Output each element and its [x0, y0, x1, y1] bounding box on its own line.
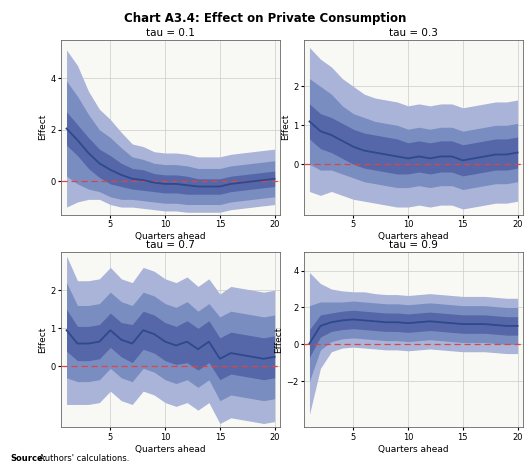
Y-axis label: Effect: Effect — [38, 326, 47, 353]
Text: Chart A3.4: Effect on Private Consumption: Chart A3.4: Effect on Private Consumptio… — [124, 12, 407, 25]
Y-axis label: Effect: Effect — [281, 114, 290, 141]
X-axis label: Quarters ahead: Quarters ahead — [135, 232, 206, 241]
Title: tau = 0.3: tau = 0.3 — [389, 28, 438, 37]
Title: tau = 0.9: tau = 0.9 — [389, 240, 438, 250]
X-axis label: Quarters ahead: Quarters ahead — [378, 445, 449, 453]
Y-axis label: Effect: Effect — [275, 326, 284, 353]
Title: tau = 0.7: tau = 0.7 — [146, 240, 195, 250]
X-axis label: Quarters ahead: Quarters ahead — [378, 232, 449, 241]
X-axis label: Quarters ahead: Quarters ahead — [135, 445, 206, 453]
Y-axis label: Effect: Effect — [38, 114, 47, 141]
Title: tau = 0.1: tau = 0.1 — [146, 28, 195, 37]
Text: Authors' calculations.: Authors' calculations. — [39, 454, 130, 463]
Text: Source:: Source: — [11, 454, 47, 463]
